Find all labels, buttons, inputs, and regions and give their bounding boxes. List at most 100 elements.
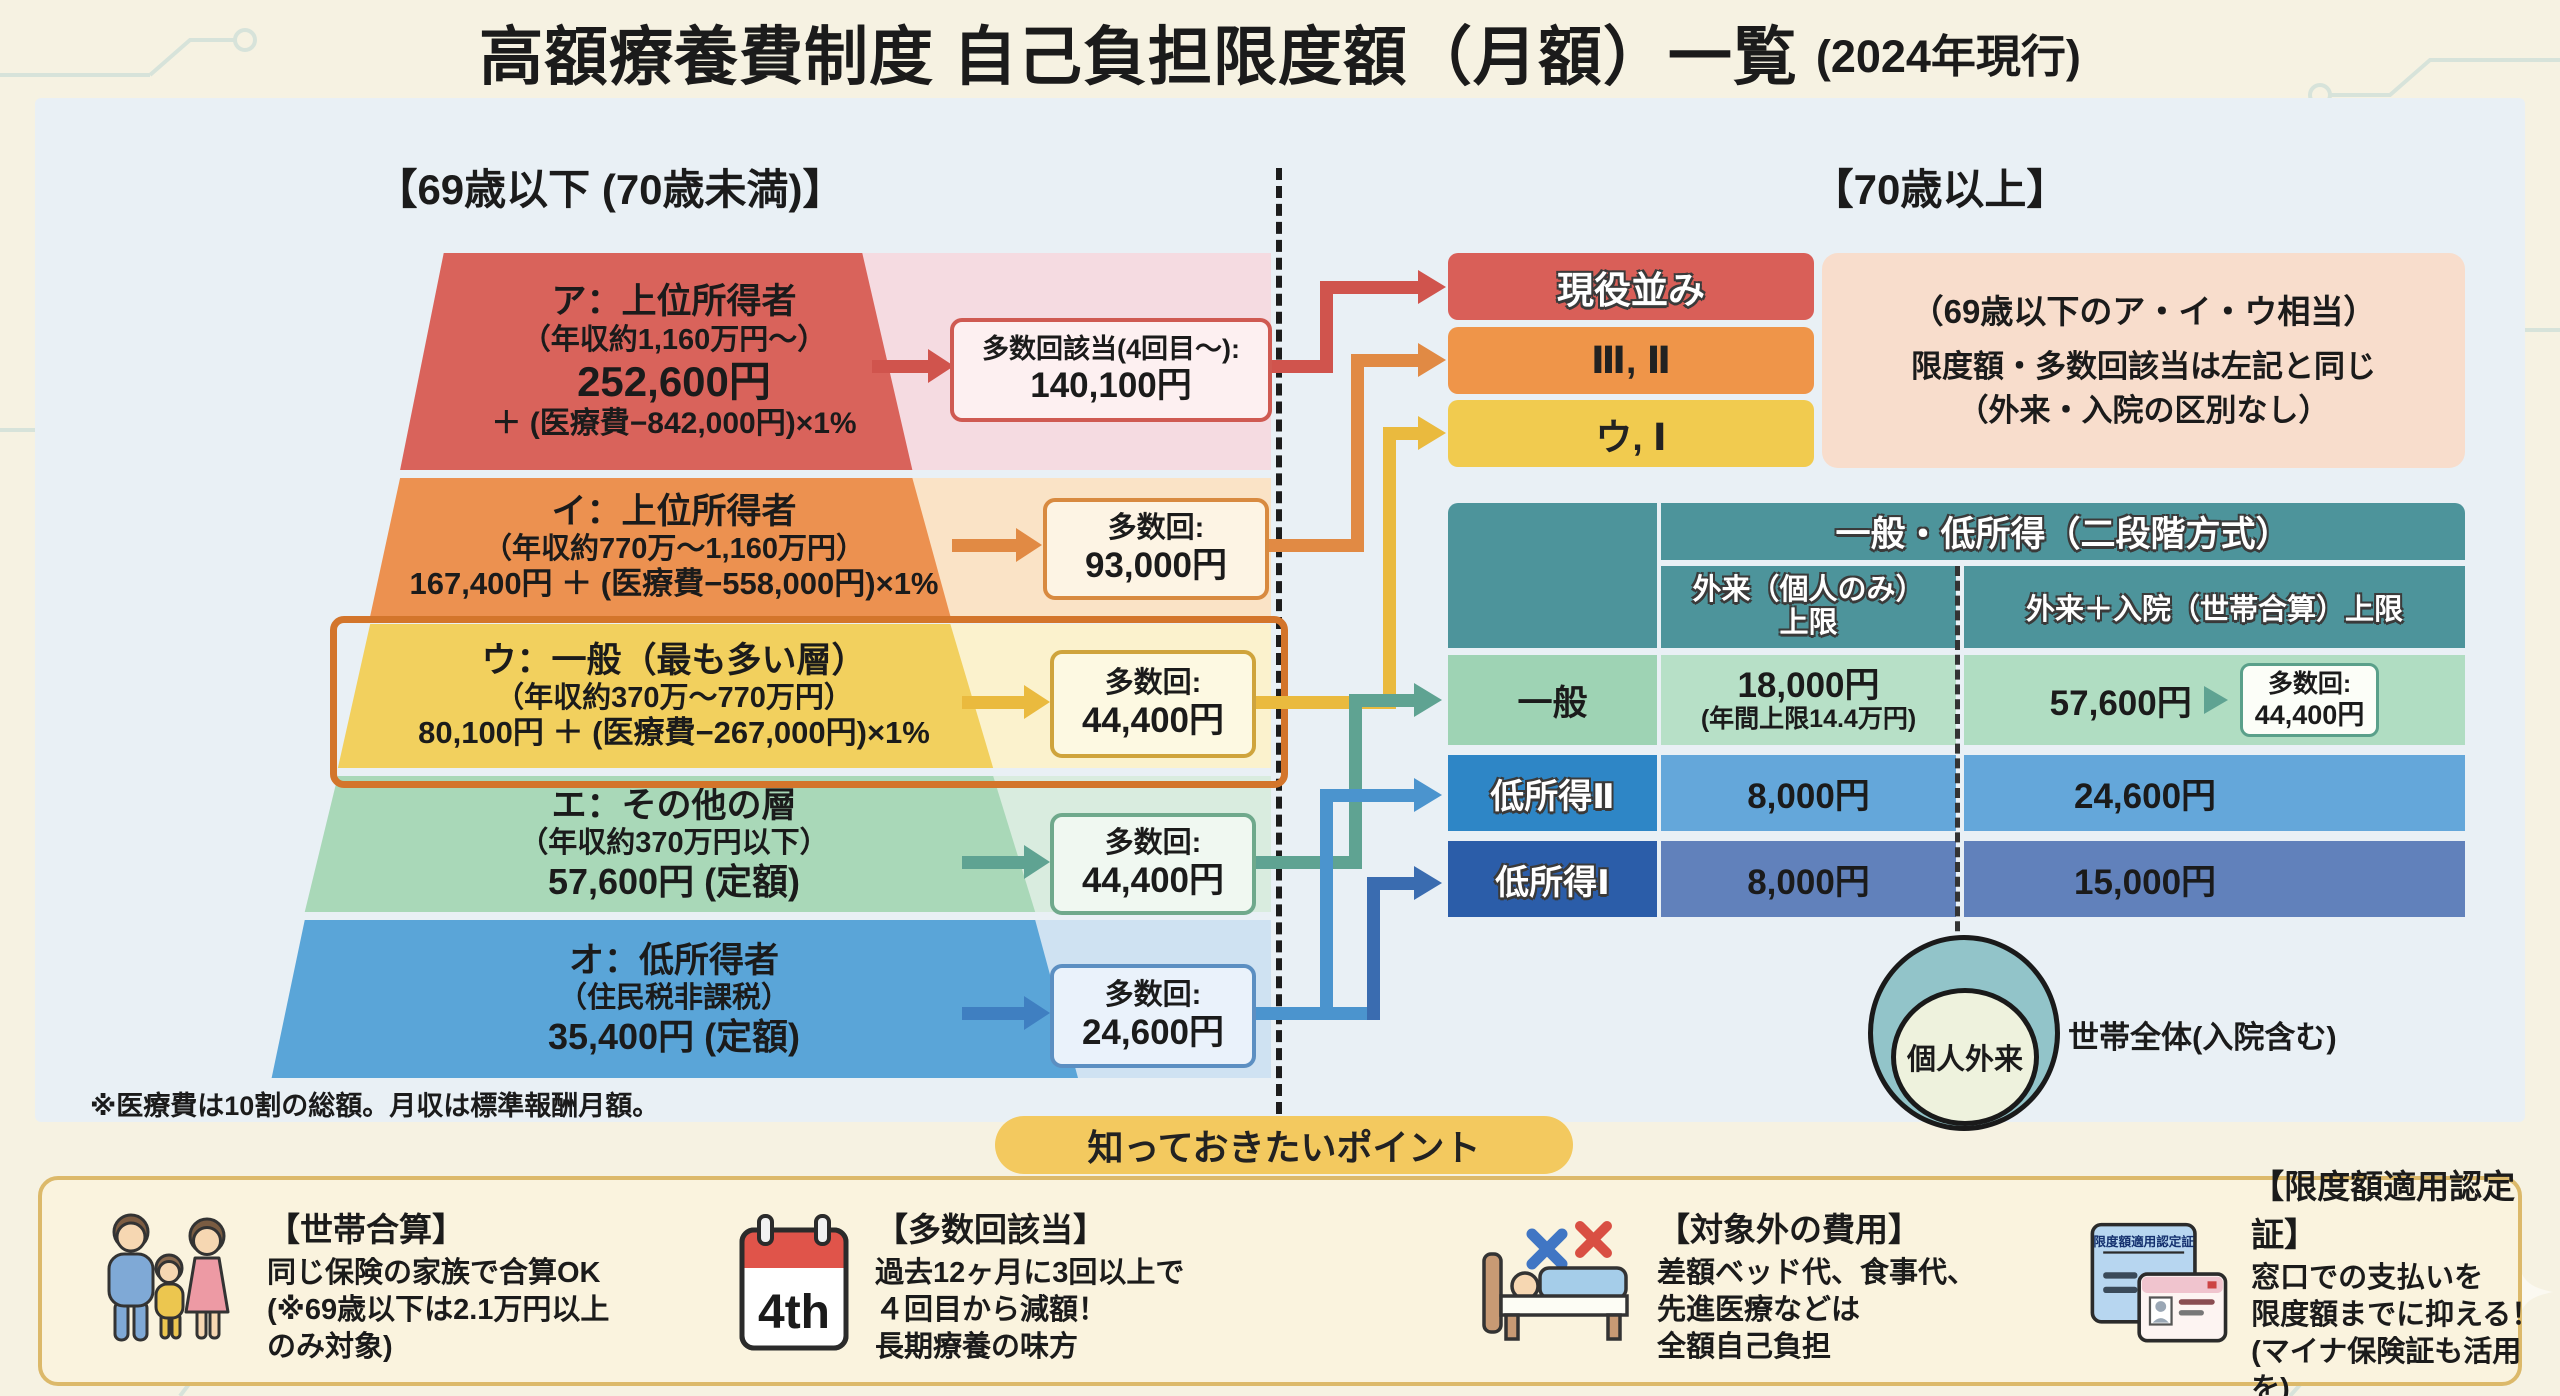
arrow-i-head [1016, 528, 1042, 562]
page-title-year: (2024年現行) [1815, 30, 2081, 82]
pyramid-tier-o: オ：低所得者 （住民税非課税） 35,400円 (定額) [271, 920, 1078, 1078]
point-item-certificate-text: 【限度額適用認定証】 窓口での支払いを 限度額までに抑える！ (マイナ保険証も活… [2251, 1160, 2548, 1396]
arrow-i [952, 539, 1016, 552]
pyramid-tier-a: ア：上位所得者 （年収約1,160万円〜） 252,600円 ＋ (医療費−84… [400, 253, 913, 470]
certificate-cards-icon: 限度額適用認定証 [2090, 1222, 2228, 1343]
arrow-o [962, 1007, 1024, 1020]
row-low2-household: 24,600円 [1964, 755, 2465, 831]
multi-box-i: 多数回: 93,000円 [1043, 498, 1269, 600]
arrow-u-head [1024, 685, 1050, 719]
multi-box-a: 多数回該当(4回目〜): 140,100円 [950, 318, 1272, 422]
table-col-header-outpatient: 外来（個人のみ） 上限 [1661, 566, 1956, 648]
point-line: 限度額までに抑える！ [2251, 1298, 2541, 1331]
point-item-household: 【世帯合算】 同じ保険の家族で合算OK (※69歳以下は2.1万円以上 のみ対象… [95, 1202, 670, 1367]
note-line2: 限度額・多数回該当は左記と同じ [1911, 349, 2376, 385]
row-general-outpatient: 18,000円 (年間上限14.4万円) [1661, 655, 1956, 745]
conn-red-v [1320, 281, 1333, 373]
point-item-excluded-text: 【対象外の費用】 差額ベッド代、食事代、 先進医療などは 全額自己負担 [1657, 1203, 1976, 1366]
conn-blue2-head [1414, 778, 1442, 812]
bar-geneki: 現役並み [1448, 253, 1814, 320]
table-group-header: 一般・低所得（二段階方式） [1661, 503, 2465, 560]
tier-e-name: エ：その他の層 [551, 786, 797, 825]
tier-i-name: イ：上位所得者 [551, 491, 797, 531]
conn-orange-head [1418, 343, 1446, 377]
point-line: 先進医療などは [1657, 1293, 1861, 1326]
bar-u-1: ウ, Ⅰ [1448, 400, 1814, 467]
conn-red-h2 [1320, 281, 1420, 294]
general-outpatient-note: (年間上限14.4万円) [1700, 704, 1917, 733]
pyramid-tier-u: ウ：一般（最も多い層） （年収約370万〜770万円） 80,100円 ＋ (医… [337, 624, 994, 768]
tier-u-name: ウ：一般（最も多い層） [481, 640, 867, 680]
multi-box-i-amount: 93,000円 [1084, 546, 1228, 586]
row-general-label: 一般 [1448, 655, 1657, 745]
arrow-u [962, 696, 1024, 709]
conn-blue1-h2 [1367, 877, 1416, 890]
tier-i-income: （年収約770万〜1,160万円） [483, 533, 865, 566]
conn-blue2-h2 [1320, 789, 1416, 802]
tier-a-name: ア：上位所得者 [551, 282, 797, 322]
venn-outer-label: 世帯全体(入院含む) [2068, 1020, 2337, 1055]
conn-yellow-h2 [1383, 427, 1420, 440]
multi-box-u: 多数回: 44,400円 [1050, 650, 1256, 758]
general-outpatient-amount: 18,000円 [1737, 666, 1880, 705]
certificate-card-label: 限度額適用認定証 [2093, 1234, 2194, 1249]
point-item-multi-text: 【多数回該当】 過去12ヶ月に3回以上で ４回目から減額！ 長期療養の味方 [875, 1203, 1184, 1366]
multi-box-e: 多数回: 44,400円 [1050, 813, 1256, 915]
row-low1-outpatient: 8,000円 [1661, 841, 1956, 917]
multi-box-o-label: 多数回: [1104, 978, 1202, 1011]
tier-o-amount: 35,400円 (定額) [547, 1015, 801, 1057]
right-note-box: （69歳以下のア・イ・ウ相当） 限度額・多数回該当は左記と同じ （外来・入院の区… [1822, 253, 2465, 468]
tier-i-amount: 167,400円 ＋ (医療費−558,000円)×1% [409, 566, 939, 602]
multi-box-e-label: 多数回: [1104, 826, 1202, 859]
tier-u-amount: 80,100円 ＋ (医療費−267,000円)×1% [418, 715, 930, 751]
row-low2-label: 低所得Ⅱ [1448, 755, 1657, 831]
general-multi-box: 多数回: 44,400円 [2239, 662, 2380, 738]
point-item-multi: 4th 【多数回該当】 過去12ヶ月に3回以上で ４回目から減額！ 長期療養の味… [735, 1202, 1425, 1367]
multi-box-o: 多数回: 24,600円 [1050, 964, 1256, 1068]
col-outpatient-line1: 外来（個人のみ） [1692, 573, 1925, 606]
conn-orange-h2 [1351, 354, 1420, 367]
multi-box-o-amount: 24,600円 [1081, 1013, 1225, 1053]
conn-blue1-v [1367, 877, 1380, 1020]
note-line3: （外来・入院の区別なし） [1957, 392, 2330, 428]
point-line: のみ対象) [267, 1331, 393, 1364]
conn-orange-v [1351, 354, 1364, 552]
arrow-o-head [1024, 996, 1050, 1030]
tier-a-income: （年収約1,160万円〜） [521, 323, 827, 356]
calendar-4th-icon: 4th [739, 1214, 849, 1351]
calendar-badge-label: 4th [758, 1286, 830, 1339]
point-line: ４回目から減額！ [875, 1293, 1108, 1326]
left-section-header: 【69歳以下 (70歳未満)】 [375, 165, 845, 213]
point-line: 同じ保険の家族で合算OK [267, 1256, 601, 1289]
point-line: 長期療養の味方 [875, 1331, 1079, 1364]
note-line1: （69歳以下のア・イ・ウ相当） [1910, 293, 2377, 331]
general-multi-amount: 44,400円 [2254, 699, 2365, 730]
row-low2-outpatient: 8,000円 [1661, 755, 1956, 831]
point-title: 【対象外の費用】 [1657, 1210, 1921, 1248]
col-outpatient-line2: 上限 [1779, 607, 1838, 639]
conn-red-h1 [1262, 360, 1332, 373]
conn-yellow-head [1418, 416, 1446, 450]
point-line: 窓口での支払いを [2251, 1261, 2484, 1294]
point-title: 【限度額適用認定証】 [2251, 1167, 2516, 1253]
general-household-amount: 57,600円 [2049, 683, 2192, 723]
general-multi-label: 多数回: [2267, 669, 2352, 698]
point-title: 【多数回該当】 [875, 1210, 1106, 1248]
tier-e-income: （年収約370万円以下） [519, 827, 829, 860]
row-general-household: 57,600円 多数回: 44,400円 [1964, 655, 2465, 745]
pyramid-tier-i: イ：上位所得者 （年収約770万〜1,160万円） 167,400円 ＋ (医療… [370, 478, 951, 616]
point-item-excluded: 【対象外の費用】 差額ベッド代、食事代、 先進医療などは 全額自己負担 [1480, 1202, 2070, 1367]
point-title: 【世帯合算】 [267, 1210, 465, 1248]
tier-a-amount: 252,600円 [577, 357, 771, 405]
center-dashed-divider [1276, 168, 1282, 1114]
arrow-a [872, 360, 928, 373]
arrow-a-head [928, 349, 954, 383]
table-col-header-household: 外来＋入院（世帯合算）上限 [1964, 566, 2465, 648]
footnote: ※医療費は10割の総額。月収は標準報酬月額。 [90, 1091, 660, 1121]
row-low1-label: 低所得Ⅰ [1448, 841, 1657, 917]
conn-blue2-h1 [1250, 1007, 1380, 1020]
row-low1-household: 15,000円 [1964, 841, 2465, 917]
conn-blue1-head [1414, 866, 1442, 900]
bed-cross-icon [1482, 1220, 1629, 1341]
